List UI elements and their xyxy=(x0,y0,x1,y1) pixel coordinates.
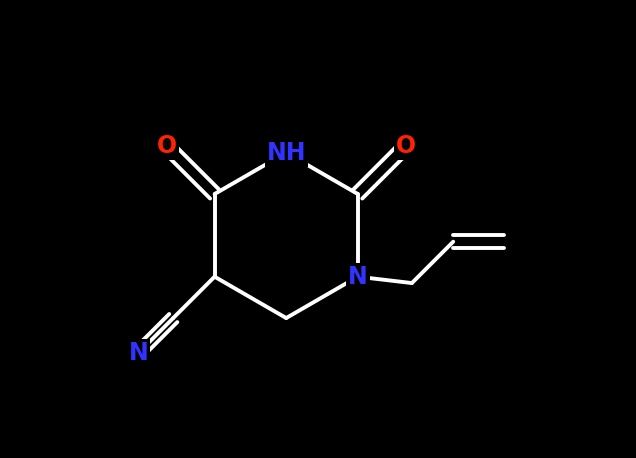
Text: N: N xyxy=(348,265,368,289)
Text: N: N xyxy=(128,341,148,365)
Text: O: O xyxy=(157,134,177,158)
Text: NH: NH xyxy=(266,141,306,165)
Text: O: O xyxy=(396,134,415,158)
